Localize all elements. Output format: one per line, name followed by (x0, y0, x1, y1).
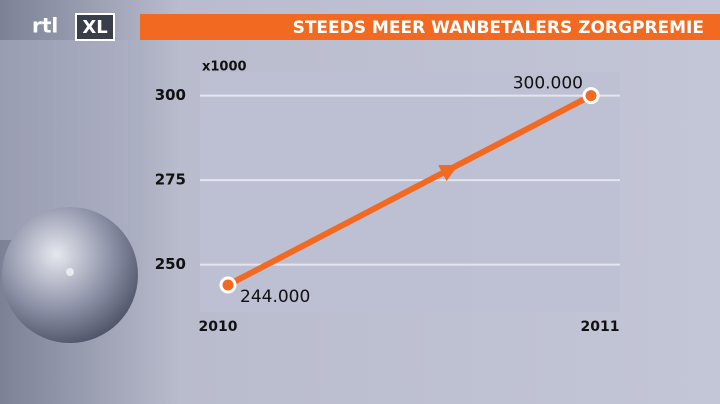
title-bar (140, 14, 720, 40)
data-point (582, 87, 600, 105)
data-point (219, 276, 237, 294)
y-tick-label: 300 (155, 86, 186, 104)
logo-text: rtl (32, 14, 58, 38)
value-label: 300.000 (513, 74, 583, 94)
logo-text: XL (82, 17, 107, 38)
logo-box (75, 13, 115, 41)
direction-arrow (438, 164, 459, 182)
value-label: 244.000 (240, 287, 310, 307)
stethoscope-center (66, 268, 74, 276)
chart-title: STEEDS MEER WANBETALERS ZORGPREMIE (293, 18, 704, 38)
y-unit: x1000 (202, 60, 247, 75)
x-tick-label: 2011 (581, 319, 620, 335)
y-tick-label: 275 (155, 171, 186, 189)
y-tick-label: 250 (155, 255, 186, 273)
data-line (226, 93, 593, 288)
x-tick-label: 2010 (199, 319, 238, 335)
banknote (0, 40, 140, 240)
